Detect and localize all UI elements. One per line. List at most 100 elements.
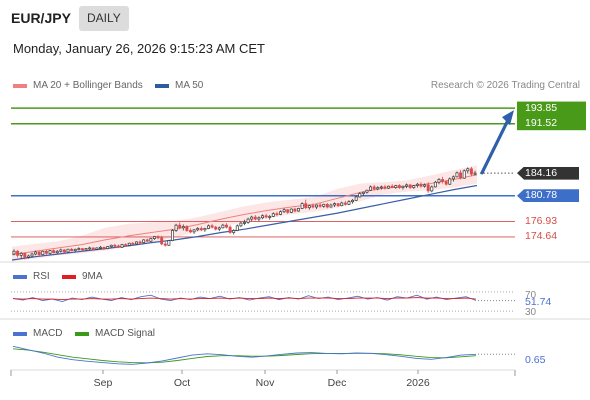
- macd-swatch: [13, 331, 27, 336]
- candle-body: [243, 222, 246, 224]
- price-levels: [11, 101, 586, 238]
- candle-body: [333, 203, 337, 206]
- candle: [448, 177, 452, 185]
- candle-body: [16, 250, 20, 256]
- candle: [325, 202, 329, 209]
- candle-body: [210, 225, 214, 228]
- candle: [455, 171, 459, 178]
- x-tick-label: Oct: [173, 377, 191, 389]
- candle: [379, 185, 383, 190]
- candle-body: [322, 203, 326, 207]
- candle-body: [203, 228, 207, 231]
- legend-label-macd-signal: MACD Signal: [95, 328, 156, 339]
- candle: [207, 224, 210, 230]
- legend-item-macd[interactable]: MACD: [13, 328, 62, 339]
- candle: [239, 221, 243, 228]
- legend-item-ma20[interactable]: MA 20 + Bollinger Bands: [13, 80, 143, 91]
- candle-body: [286, 209, 290, 213]
- candle-body: [390, 185, 394, 188]
- candle: [167, 239, 171, 246]
- candle-body: [73, 248, 77, 251]
- candle: [451, 175, 455, 182]
- candle-body: [423, 184, 427, 187]
- candle: [307, 205, 311, 210]
- candle: [433, 180, 437, 188]
- rsi-swatch: [13, 274, 27, 279]
- candle-body: [275, 213, 279, 216]
- candle: [322, 203, 326, 208]
- candle: [228, 225, 232, 234]
- candle-body: [469, 168, 473, 175]
- candle: [318, 202, 322, 208]
- candle-body: [174, 224, 178, 231]
- candle-body: [246, 218, 250, 223]
- candle-body: [379, 186, 383, 189]
- candle-body: [23, 252, 27, 258]
- candle: [235, 224, 239, 232]
- candle-body: [138, 241, 142, 244]
- candle-body: [419, 183, 423, 187]
- candle-body: [261, 215, 264, 219]
- candle: [203, 227, 207, 232]
- candle: [41, 250, 45, 256]
- candle: [98, 245, 102, 250]
- legend-label-ma50: MA 50: [175, 80, 204, 91]
- candle-body: [343, 202, 347, 205]
- candle-body: [307, 205, 311, 209]
- candle-body: [235, 225, 239, 231]
- candle: [152, 235, 156, 240]
- candle-body: [156, 236, 160, 239]
- candle: [289, 208, 293, 214]
- candle-body: [30, 253, 34, 257]
- candle: [419, 182, 423, 188]
- candle: [113, 243, 117, 248]
- level-label-191-52: 191.52: [517, 117, 579, 131]
- candle-body: [26, 255, 30, 258]
- legend-item-rsi-ma9[interactable]: 9MA: [62, 271, 103, 282]
- instrument-title: EUR/JPY: [11, 10, 71, 26]
- legend-item-macd-signal[interactable]: MACD Signal: [75, 328, 155, 339]
- candle-body: [214, 226, 218, 230]
- legend-item-ma50[interactable]: MA 50: [155, 80, 203, 91]
- candle-body: [340, 202, 344, 207]
- candle: [473, 170, 477, 176]
- candle: [430, 185, 434, 193]
- legend-item-rsi[interactable]: RSI: [13, 271, 50, 282]
- candle-body: [66, 248, 70, 253]
- candle: [415, 182, 419, 188]
- candle: [16, 249, 20, 258]
- candle-body: [77, 248, 81, 250]
- candle-body: [293, 208, 297, 212]
- candle-body: [279, 211, 282, 215]
- candle: [44, 249, 48, 255]
- candle: [84, 247, 88, 251]
- macd-signal-line: [12, 348, 477, 364]
- candle-body: [250, 216, 254, 220]
- candle-body: [361, 191, 365, 194]
- candle-body: [62, 249, 66, 253]
- candle: [196, 227, 200, 232]
- candle-body: [448, 178, 452, 185]
- candle: [459, 170, 463, 180]
- candle: [232, 229, 236, 235]
- candle: [257, 216, 261, 222]
- candle-body: [397, 185, 401, 188]
- legend-label-macd: MACD: [33, 328, 63, 339]
- candle: [192, 229, 196, 234]
- candle-body: [225, 224, 228, 228]
- ma9-swatch: [62, 274, 76, 279]
- period-badge[interactable]: DAILY: [79, 6, 129, 31]
- legend-label-rsi: RSI: [33, 271, 50, 282]
- candle: [217, 226, 221, 232]
- candle-body: [145, 239, 149, 242]
- candle-body: [149, 238, 153, 242]
- candle: [73, 248, 77, 252]
- candle-body: [257, 217, 261, 220]
- ma20-swatch: [13, 83, 27, 88]
- candle: [30, 252, 34, 258]
- legend-label-ma9: 9MA: [82, 271, 103, 282]
- x-tick-label: 2026: [406, 377, 430, 389]
- candle: [369, 185, 373, 191]
- candle: [243, 219, 246, 226]
